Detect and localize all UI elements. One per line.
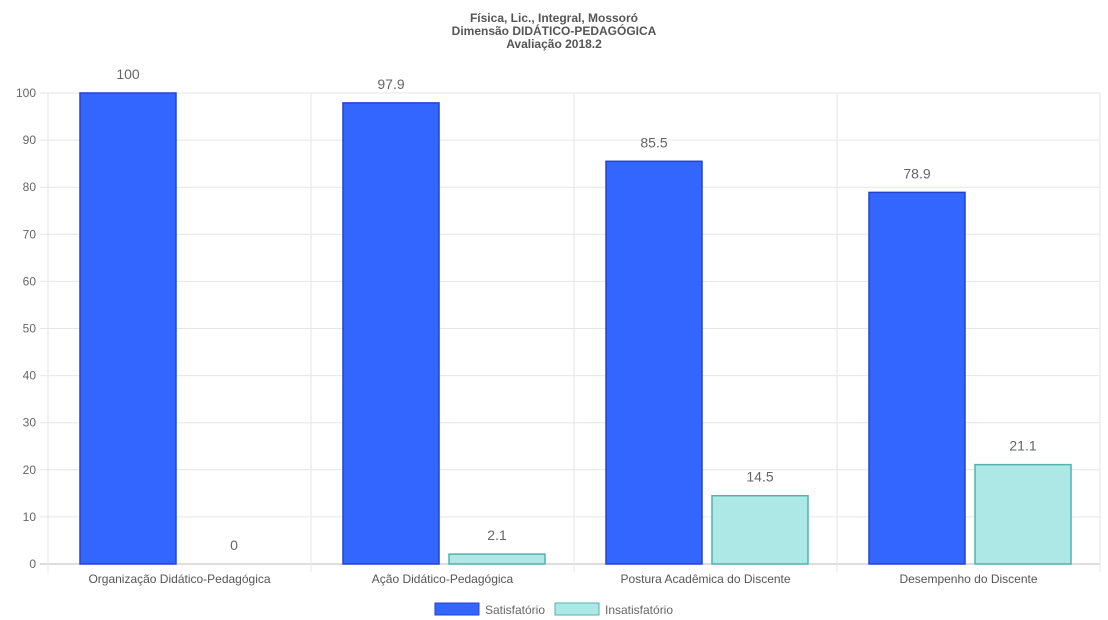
data-label: 21.1 [1009,438,1036,454]
bar-insatisfatorio-3[interactable] [974,463,1072,565]
bar-insatisfatorio-1[interactable] [448,553,546,565]
x-category-label: Ação Didático-Pedagógica [372,572,514,586]
y-tick-label: 70 [23,227,37,241]
y-axis-ticks: 0 10 20 30 40 50 60 70 80 90 100 [16,86,36,571]
bars [79,92,1072,565]
bar-insatisfatorio-2[interactable] [711,494,809,565]
y-tick-label: 60 [23,274,37,288]
y-tick-label: 80 [23,180,37,194]
bar-satisfatorio-0[interactable] [79,92,177,565]
legend-swatch [434,602,480,616]
data-label: 0 [230,537,238,553]
y-tick-label: 50 [23,322,37,336]
chart-title: Física, Lic., Integral, Mossoró Dimensão… [452,11,657,51]
y-tick-label: 90 [23,133,37,147]
x-category-label: Organização Didático-Pedagógica [88,572,270,586]
legend-item-insatisfatorio[interactable]: Insatisfatório [554,602,673,617]
legend-label: Satisfatório [485,603,545,617]
y-tick-label: 10 [23,510,37,524]
y-tick-label: 0 [29,557,36,571]
grid [40,92,1101,572]
data-label: 78.9 [903,165,930,181]
y-tick-label: 20 [23,463,37,477]
data-label: 97.9 [377,76,404,92]
chart-title-line-3: Avaliação 2018.2 [506,37,602,51]
y-tick-label: 40 [23,369,37,383]
data-label: 85.5 [640,134,667,150]
x-category-label: Desempenho do Discente [899,572,1037,586]
legend[interactable]: Satisfatório Insatisfatório [434,602,673,617]
data-labels: 100 0 97.9 2.1 85.5 14.5 78.9 21.1 [116,66,1037,553]
y-tick-label: 100 [16,86,36,100]
y-tick-label: 30 [23,416,37,430]
x-category-label: Postura Acadêmica do Discente [620,572,790,586]
bar-satisfatorio-2[interactable] [605,160,703,565]
legend-swatch [554,602,600,616]
data-label: 2.1 [487,527,507,543]
data-label: 14.5 [746,469,773,485]
x-axis-categories: Organização Didático-Pedagógica Ação Didá… [88,572,1037,586]
chart-title-line-2: Dimensão DIDÁTICO-PEDAGÓGICA [452,23,657,38]
bar-satisfatorio-1[interactable] [342,102,440,565]
legend-item-satisfatorio[interactable]: Satisfatório [434,602,545,617]
bar-satisfatorio-3[interactable] [868,191,966,565]
legend-label: Insatisfatório [605,603,673,617]
data-label: 100 [116,66,140,82]
chart-title-line-1: Física, Lic., Integral, Mossoró [470,11,638,25]
